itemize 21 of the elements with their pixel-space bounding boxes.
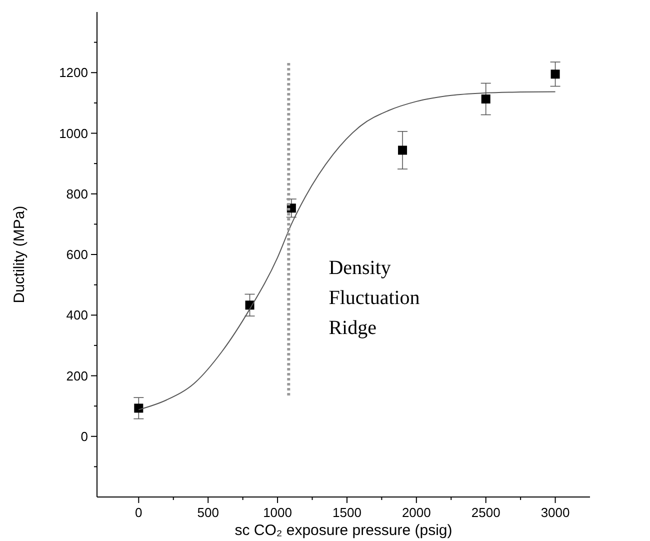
y-tick-label: 400 <box>66 308 88 323</box>
x-tick-label: 500 <box>197 505 219 520</box>
x-tick-label: 2500 <box>471 505 500 520</box>
annotation: Density Fluctuation Ridge <box>328 256 420 339</box>
point <box>134 404 144 413</box>
point <box>398 146 408 155</box>
y-tick-label: 1000 <box>59 126 88 141</box>
x-tick-label: 1000 <box>263 505 292 520</box>
x-tick-label: 0 <box>135 505 142 520</box>
y-axis-title: Ductility (MPa) <box>11 206 28 304</box>
y-tick-label: 800 <box>66 186 88 202</box>
y-tick-label: 600 <box>66 247 88 262</box>
x-tick-label: 3000 <box>540 505 570 520</box>
point <box>550 70 560 79</box>
y-tick-label: 0 <box>80 428 88 444</box>
x-tick-label: 2000 <box>402 505 431 520</box>
x-tick-label: 1500 <box>332 505 362 520</box>
y-tick-label: 200 <box>66 368 88 384</box>
point <box>481 94 490 104</box>
y-tick-label: 1200 <box>59 65 88 80</box>
x-axis-title: sc CO₂ exposure pressure (psig) <box>234 522 452 539</box>
